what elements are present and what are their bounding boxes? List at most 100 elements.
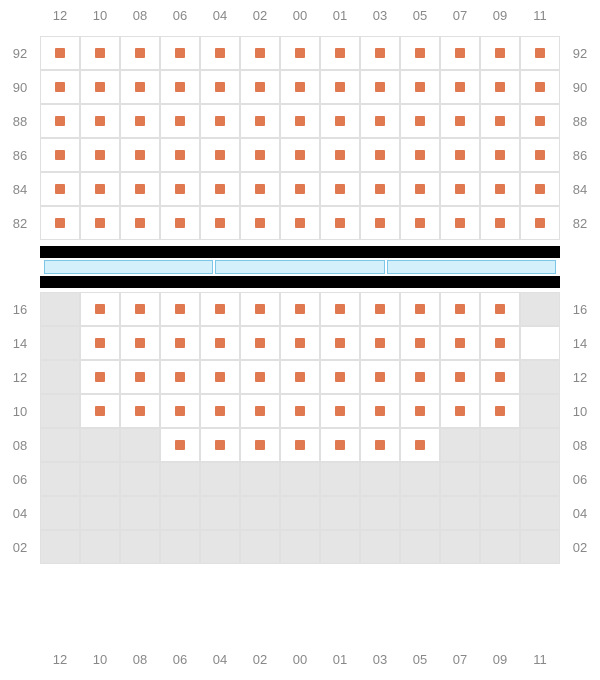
seat-cell[interactable] xyxy=(320,394,360,428)
seat-cell[interactable] xyxy=(320,428,360,462)
seat-cell[interactable] xyxy=(360,292,400,326)
seat-cell[interactable] xyxy=(280,36,320,70)
seat-cell[interactable] xyxy=(80,206,120,240)
seat-cell[interactable] xyxy=(120,394,160,428)
seat-cell[interactable] xyxy=(360,104,400,138)
seat-cell[interactable] xyxy=(320,326,360,360)
seat-cell[interactable] xyxy=(240,104,280,138)
seat-cell[interactable] xyxy=(240,360,280,394)
seat-cell[interactable] xyxy=(80,36,120,70)
seat-cell[interactable] xyxy=(360,394,400,428)
seat-cell[interactable] xyxy=(520,326,560,360)
seat-cell[interactable] xyxy=(320,138,360,172)
seat-cell[interactable] xyxy=(120,138,160,172)
seat-cell[interactable] xyxy=(320,36,360,70)
seat-cell[interactable] xyxy=(40,104,80,138)
seat-cell[interactable] xyxy=(360,360,400,394)
seat-cell[interactable] xyxy=(320,206,360,240)
seat-cell[interactable] xyxy=(160,36,200,70)
seat-cell[interactable] xyxy=(360,70,400,104)
seat-cell[interactable] xyxy=(280,428,320,462)
seat-cell[interactable] xyxy=(480,360,520,394)
seat-cell[interactable] xyxy=(160,292,200,326)
seat-cell[interactable] xyxy=(80,292,120,326)
seat-cell[interactable] xyxy=(320,360,360,394)
seat-cell[interactable] xyxy=(80,172,120,206)
seat-cell[interactable] xyxy=(280,104,320,138)
seat-cell[interactable] xyxy=(160,104,200,138)
seat-cell[interactable] xyxy=(400,138,440,172)
seat-cell[interactable] xyxy=(280,206,320,240)
seat-cell[interactable] xyxy=(400,104,440,138)
seat-cell[interactable] xyxy=(160,70,200,104)
seat-cell[interactable] xyxy=(160,326,200,360)
seat-cell[interactable] xyxy=(200,428,240,462)
seat-cell[interactable] xyxy=(120,70,160,104)
seat-cell[interactable] xyxy=(400,206,440,240)
seat-cell[interactable] xyxy=(160,206,200,240)
seat-cell[interactable] xyxy=(120,360,160,394)
seat-cell[interactable] xyxy=(480,104,520,138)
seat-cell[interactable] xyxy=(120,292,160,326)
seat-cell[interactable] xyxy=(440,292,480,326)
seat-cell[interactable] xyxy=(80,138,120,172)
seat-cell[interactable] xyxy=(160,360,200,394)
seat-cell[interactable] xyxy=(240,172,280,206)
seat-cell[interactable] xyxy=(520,70,560,104)
seat-cell[interactable] xyxy=(480,36,520,70)
seat-cell[interactable] xyxy=(40,36,80,70)
seat-cell[interactable] xyxy=(200,104,240,138)
seat-cell[interactable] xyxy=(120,104,160,138)
seat-cell[interactable] xyxy=(440,138,480,172)
seat-cell[interactable] xyxy=(80,394,120,428)
seat-cell[interactable] xyxy=(400,360,440,394)
seat-cell[interactable] xyxy=(480,394,520,428)
seat-cell[interactable] xyxy=(200,360,240,394)
seat-cell[interactable] xyxy=(440,172,480,206)
seat-cell[interactable] xyxy=(120,326,160,360)
seat-cell[interactable] xyxy=(200,36,240,70)
seat-cell[interactable] xyxy=(520,172,560,206)
seat-cell[interactable] xyxy=(200,172,240,206)
seat-cell[interactable] xyxy=(400,70,440,104)
seat-cell[interactable] xyxy=(480,172,520,206)
seat-cell[interactable] xyxy=(480,292,520,326)
seat-cell[interactable] xyxy=(400,428,440,462)
seat-cell[interactable] xyxy=(440,326,480,360)
seat-cell[interactable] xyxy=(440,70,480,104)
seat-cell[interactable] xyxy=(40,172,80,206)
seat-cell[interactable] xyxy=(120,36,160,70)
seat-cell[interactable] xyxy=(240,326,280,360)
seat-cell[interactable] xyxy=(520,138,560,172)
seat-cell[interactable] xyxy=(80,326,120,360)
seat-cell[interactable] xyxy=(160,172,200,206)
seat-cell[interactable] xyxy=(200,292,240,326)
seat-cell[interactable] xyxy=(120,206,160,240)
seat-cell[interactable] xyxy=(40,138,80,172)
seat-cell[interactable] xyxy=(360,172,400,206)
seat-cell[interactable] xyxy=(440,104,480,138)
seat-cell[interactable] xyxy=(200,206,240,240)
seat-cell[interactable] xyxy=(520,206,560,240)
seat-cell[interactable] xyxy=(400,292,440,326)
seat-cell[interactable] xyxy=(320,70,360,104)
seat-cell[interactable] xyxy=(320,172,360,206)
seat-cell[interactable] xyxy=(320,292,360,326)
seat-cell[interactable] xyxy=(160,138,200,172)
seat-cell[interactable] xyxy=(40,206,80,240)
seat-cell[interactable] xyxy=(280,138,320,172)
seat-cell[interactable] xyxy=(400,326,440,360)
seat-cell[interactable] xyxy=(80,104,120,138)
seat-cell[interactable] xyxy=(240,206,280,240)
seat-cell[interactable] xyxy=(240,428,280,462)
seat-cell[interactable] xyxy=(280,292,320,326)
seat-cell[interactable] xyxy=(440,394,480,428)
seat-cell[interactable] xyxy=(440,206,480,240)
seat-cell[interactable] xyxy=(240,394,280,428)
seat-cell[interactable] xyxy=(360,138,400,172)
seat-cell[interactable] xyxy=(160,428,200,462)
seat-cell[interactable] xyxy=(240,138,280,172)
seat-cell[interactable] xyxy=(160,394,200,428)
seat-cell[interactable] xyxy=(360,206,400,240)
seat-cell[interactable] xyxy=(480,70,520,104)
